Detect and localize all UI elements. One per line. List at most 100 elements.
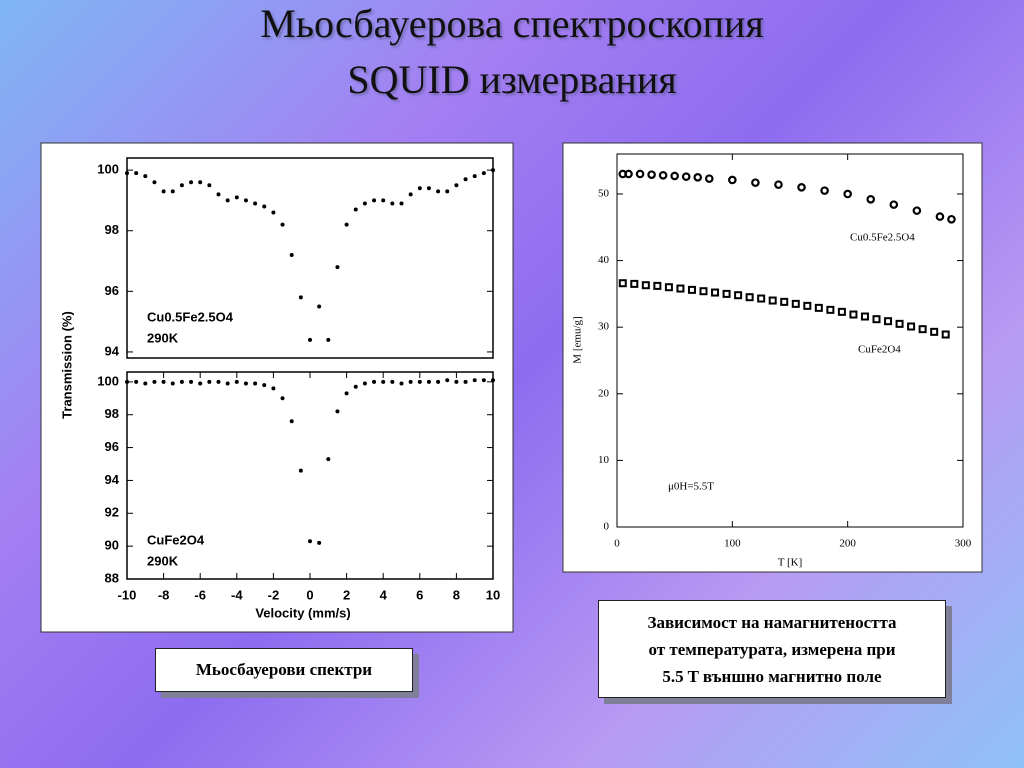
data-point: [125, 379, 129, 384]
data-point: [262, 204, 267, 209]
data-point: [381, 198, 386, 203]
data-point: [947, 214, 956, 224]
y-tick-label: 98: [105, 406, 119, 421]
x-tick-label: 10: [486, 587, 500, 602]
data-point: [298, 468, 303, 473]
data-point: [372, 379, 377, 384]
data-point: [143, 174, 148, 179]
data-point: [653, 281, 662, 290]
y-tick-label: 50: [598, 187, 610, 199]
series-label: CuFe2O4: [858, 344, 901, 356]
y-tick-label: 88: [105, 570, 119, 585]
data-point: [445, 378, 450, 383]
data-point: [722, 289, 731, 298]
caption-line: 5.5 T външно магнитно поле: [662, 667, 882, 686]
data-point: [860, 312, 869, 321]
y-tick-label: 92: [105, 505, 119, 520]
data-point: [308, 337, 312, 342]
data-point: [161, 189, 166, 194]
annotation: μ0H=5.5T: [668, 481, 714, 493]
data-point: [728, 175, 737, 185]
y-tick-label: 98: [105, 222, 119, 237]
plot-frame: [126, 157, 494, 359]
x-tick-label: -4: [231, 587, 243, 602]
y-tick-label: 90: [105, 538, 119, 553]
data-point: [271, 386, 276, 391]
data-point: [344, 222, 349, 227]
data-point: [630, 279, 639, 288]
data-point: [472, 378, 477, 383]
data-point: [417, 186, 422, 191]
x-tick-label: 300: [955, 538, 972, 550]
data-point: [803, 301, 812, 310]
data-point: [353, 207, 358, 212]
data-point: [170, 189, 175, 194]
x-tick-label: -10: [118, 587, 137, 602]
data-point: [837, 307, 846, 316]
caption: Зависимост на намагнитеността от темпера…: [598, 600, 946, 698]
data-point: [289, 252, 294, 257]
x-axis-label: T [K]: [778, 557, 803, 569]
data-point: [152, 379, 157, 384]
y-tick-label: 30: [598, 321, 610, 333]
data-point: [930, 327, 939, 336]
x-tick-label: 8: [453, 587, 460, 602]
annotation: 290K: [147, 553, 179, 568]
data-point: [198, 180, 203, 185]
data-point: [234, 379, 239, 384]
data-point: [481, 171, 486, 176]
data-point: [491, 168, 495, 173]
annotation: Cu0.5Fe2.5O4: [147, 309, 234, 324]
data-point: [125, 171, 129, 176]
data-point: [618, 279, 627, 288]
data-point: [780, 297, 789, 306]
data-point: [426, 379, 431, 384]
y-axis-label: M [emu/g]: [572, 316, 584, 363]
data-point: [317, 304, 322, 309]
data-point: [189, 379, 194, 384]
data-point: [143, 381, 148, 386]
data-point: [826, 305, 835, 314]
data-point: [436, 189, 441, 194]
data-point: [243, 381, 248, 386]
data-point: [635, 169, 645, 179]
data-point: [152, 180, 157, 185]
data-point: [408, 379, 413, 384]
y-tick-label: 94: [105, 472, 120, 487]
data-point: [426, 186, 431, 191]
data-point: [895, 319, 904, 328]
x-tick-label: 0: [306, 587, 313, 602]
x-axis-label: Velocity (mm/s): [255, 605, 350, 620]
data-point: [189, 180, 194, 185]
data-point: [768, 296, 777, 305]
data-point: [280, 222, 285, 227]
data-point: [170, 381, 175, 386]
y-tick-label: 0: [604, 521, 610, 533]
data-point: [207, 183, 212, 188]
data-point: [918, 325, 927, 334]
data-point: [417, 379, 422, 384]
caption-line: от температурата, измерена при: [648, 640, 896, 659]
data-point: [317, 540, 322, 545]
data-point: [454, 379, 459, 384]
data-point: [454, 183, 459, 188]
data-point: [791, 299, 800, 308]
y-tick-label: 96: [105, 439, 119, 454]
data-point: [774, 180, 783, 189]
y-tick-label: 94: [105, 343, 120, 358]
data-point: [326, 457, 331, 462]
panel: [562, 142, 983, 573]
data-point: [941, 330, 950, 339]
data-point: [216, 379, 221, 384]
data-point: [262, 383, 267, 388]
data-point: [935, 212, 945, 221]
x-tick-label: -2: [268, 587, 280, 602]
data-point: [326, 337, 331, 342]
data-point: [463, 379, 468, 384]
data-point: [161, 379, 166, 384]
data-point: [134, 379, 139, 384]
caption-line: Зависимост на намагнитеността: [647, 613, 897, 632]
x-tick-label: 0: [614, 538, 620, 550]
data-point: [362, 381, 367, 386]
data-point: [751, 178, 760, 187]
